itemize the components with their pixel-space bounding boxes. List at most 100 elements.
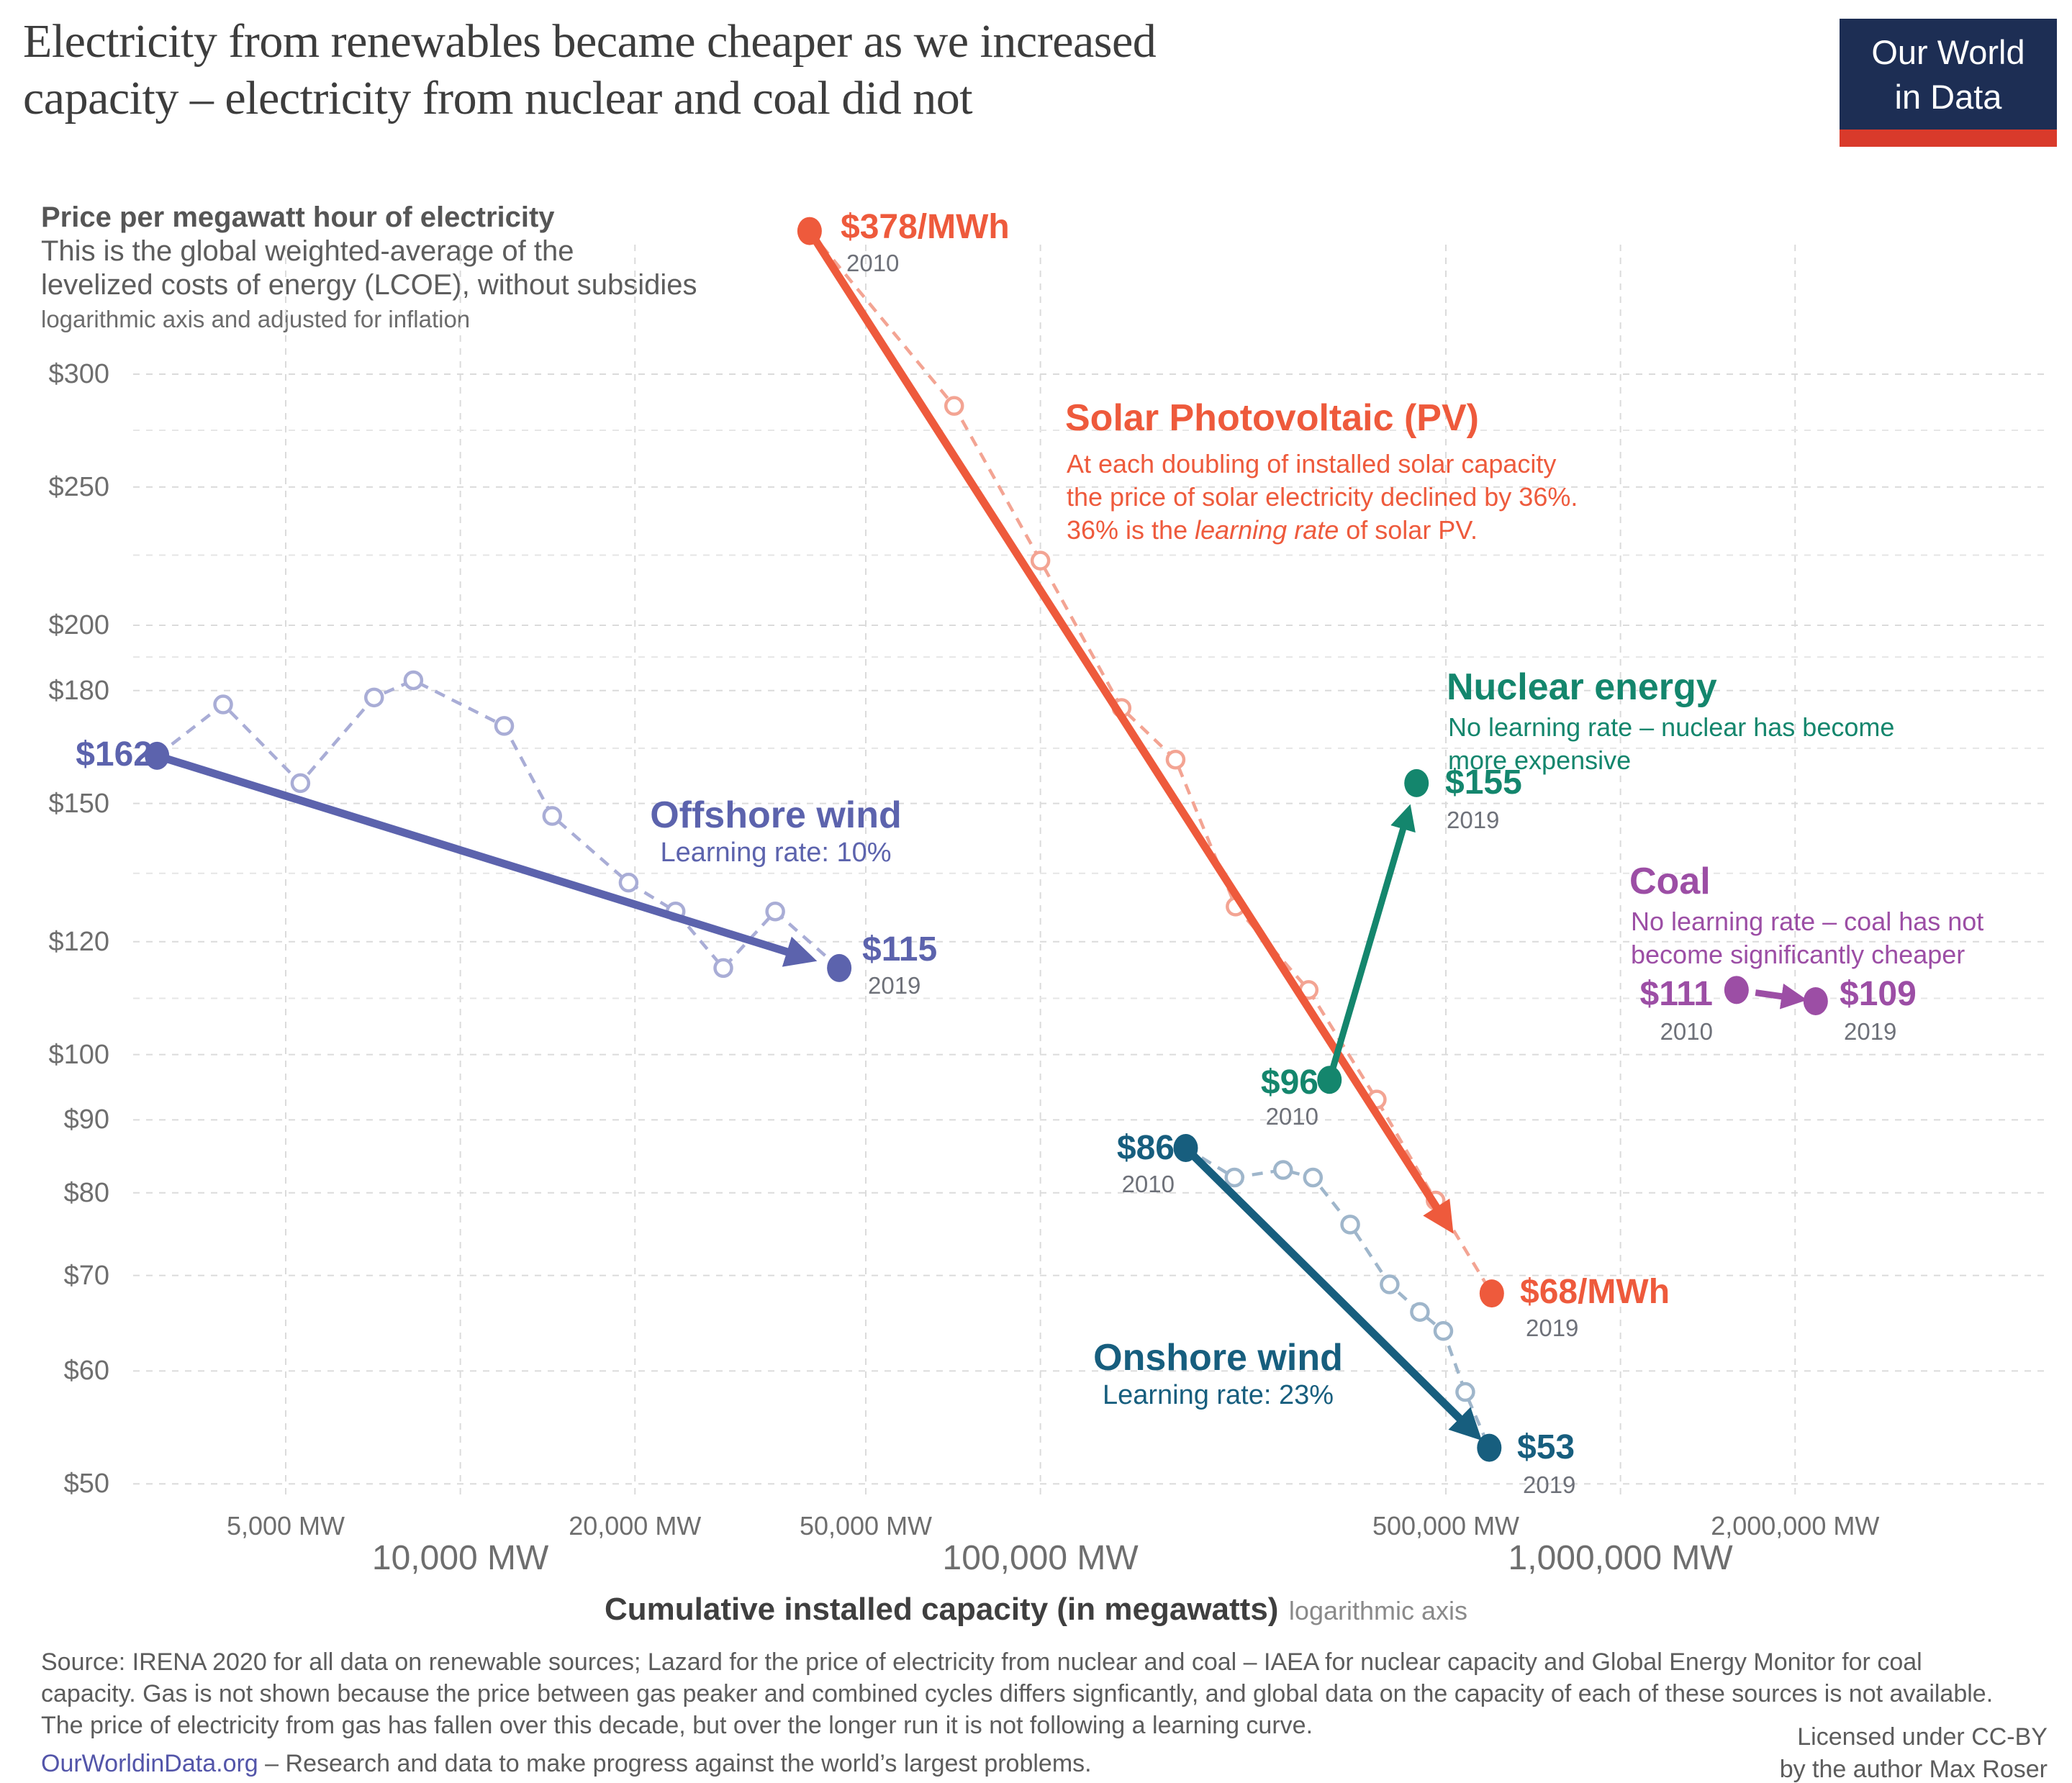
onshore-trend-arrow bbox=[1182, 1145, 1483, 1441]
nuclear-annotation-line2: more expensive bbox=[1448, 745, 1632, 775]
owid-logo-line2: in Data bbox=[1894, 78, 2002, 116]
onshore-data-point bbox=[1273, 1160, 1293, 1180]
onshore-start-price-label: $86 bbox=[1116, 1129, 1175, 1167]
footer-tagline: OurWorldinData.org – Research and data t… bbox=[41, 1750, 1624, 1778]
offshore-dashed-line bbox=[155, 679, 841, 971]
offshore-data-point bbox=[494, 716, 515, 736]
solar-annotation: At each doubling of installed solar capa… bbox=[1067, 448, 1578, 547]
coal-start-dot bbox=[1724, 976, 1749, 1004]
solar-end-price-label: $68/MWh bbox=[1520, 1273, 1670, 1311]
offshore-start-dot bbox=[145, 741, 170, 770]
x-axis-title-note: logarithmic axis bbox=[1288, 1596, 1468, 1625]
nuclear-heading: Nuclear energy bbox=[1447, 666, 1717, 708]
series-solar bbox=[797, 217, 1504, 1308]
coal-trend-arrow bbox=[1755, 983, 1808, 1010]
x-axis-title: Cumulative installed capacity (in megawa… bbox=[0, 1592, 2072, 1628]
onshore-label-block: Onshore wind Learning rate: 23% bbox=[1076, 1337, 1360, 1412]
nuclear-start-year: 2010 bbox=[1265, 1103, 1318, 1130]
offshore-data-point bbox=[765, 901, 785, 922]
coal-end-year: 2019 bbox=[1844, 1018, 1897, 1045]
y-axis-description-bold: Price per megawatt hour of electricity bbox=[41, 201, 555, 233]
solar-start-dot bbox=[797, 217, 822, 245]
y-tick-300: $300 bbox=[48, 359, 109, 389]
onshore-dashed-line bbox=[1185, 1146, 1491, 1448]
onshore-end-year: 2019 bbox=[1523, 1471, 1576, 1498]
x-tick-20000: 20,000 MW bbox=[569, 1511, 702, 1541]
coal-end-price-label: $109 bbox=[1840, 975, 1917, 1013]
solar-data-point bbox=[944, 396, 964, 416]
series-coal bbox=[1724, 976, 1828, 1015]
offshore-start-price-label: $162 bbox=[76, 735, 153, 773]
nuclear-start-dot bbox=[1317, 1066, 1342, 1094]
onshore-data-point bbox=[1433, 1321, 1454, 1341]
onshore-start-dot bbox=[1173, 1133, 1198, 1162]
series-nuclear bbox=[1317, 768, 1429, 1094]
nuclear-trend-arrow bbox=[1326, 804, 1416, 1081]
x-tick-5000: 5,000 MW bbox=[226, 1511, 345, 1541]
onshore-heading: Onshore wind bbox=[1093, 1337, 1343, 1379]
series-onshore bbox=[1173, 1133, 1502, 1462]
y-tick-100: $100 bbox=[48, 1039, 109, 1070]
solar-end-dot bbox=[1479, 1279, 1504, 1308]
nuclear-end-year: 2019 bbox=[1447, 807, 1500, 833]
license-note: Licensed under CC-BY by the author Max R… bbox=[1780, 1721, 2048, 1783]
solar-data-point bbox=[1030, 550, 1051, 571]
onshore-data-point bbox=[1380, 1274, 1400, 1294]
onshore-data-point bbox=[1455, 1382, 1475, 1402]
onshore-data-point bbox=[1410, 1302, 1430, 1322]
offshore-end-dot bbox=[827, 953, 852, 982]
y-tick-150: $150 bbox=[48, 788, 109, 819]
series-offshore bbox=[145, 670, 852, 982]
solar-trend-arrow bbox=[806, 229, 1454, 1234]
x-tick-10000: 10,000 MW bbox=[371, 1539, 549, 1577]
coal-annotation: No learning rate – coal has not become s… bbox=[1631, 905, 1983, 971]
solar-data-point bbox=[1165, 749, 1186, 770]
offshore-learning-rate: Learning rate: 10% bbox=[660, 838, 892, 868]
nuclear-annotation: No learning rate – nuclear has become mo… bbox=[1448, 711, 1894, 777]
y-tick-60: $60 bbox=[63, 1356, 109, 1387]
offshore-label-block: Offshore wind Learning rate: 10% bbox=[639, 794, 913, 869]
source-note: Source: IRENA 2020 for all data on renew… bbox=[41, 1648, 1994, 1739]
nuclear-end-dot bbox=[1404, 768, 1429, 797]
nuclear-end-price-label: $155 bbox=[1445, 763, 1522, 802]
offshore-data-point bbox=[618, 872, 639, 893]
onshore-data-point bbox=[1224, 1167, 1244, 1188]
offshore-end-price-label: $115 bbox=[862, 930, 938, 968]
offshore-data-point bbox=[713, 958, 733, 979]
owid-logo-text: Our World in Data bbox=[1840, 30, 2057, 119]
license-line2: by the author Max Roser bbox=[1779, 1756, 2048, 1783]
subtitle-note: logarithmic axis and adjusted for inflat… bbox=[41, 306, 471, 332]
y-tick-120: $120 bbox=[48, 926, 109, 957]
solar-annotation-line2: the price of solar electricity declined … bbox=[1067, 482, 1578, 512]
subtitle-line3: levelized costs of energy (LCOE), withou… bbox=[41, 269, 697, 301]
onshore-end-price-label: $53 bbox=[1517, 1428, 1575, 1466]
onshore-data-point bbox=[1340, 1215, 1360, 1235]
title-line-1: Electricity from renewables became cheap… bbox=[23, 15, 1157, 68]
offshore-heading: Offshore wind bbox=[650, 794, 902, 836]
onshore-end-dot bbox=[1477, 1433, 1502, 1462]
solar-start-year: 2010 bbox=[846, 250, 900, 276]
offshore-data-point bbox=[403, 670, 424, 691]
owid-link[interactable]: OurWorldinData.org bbox=[41, 1750, 258, 1777]
chart-subtitle: Price per megawatt hour of electricity T… bbox=[41, 200, 833, 334]
learning-rate-italic: learning rate bbox=[1195, 515, 1339, 545]
coal-annotation-line2: become significantly cheaper bbox=[1631, 940, 1965, 969]
x-tick-1000000: 1,000,000 MW bbox=[1508, 1539, 1733, 1577]
offshore-data-point bbox=[363, 687, 384, 708]
onshore-data-point bbox=[1303, 1167, 1324, 1188]
x-tick-2000000: 2,000,000 MW bbox=[1711, 1511, 1880, 1541]
nuclear-start-price-label: $96 bbox=[1260, 1063, 1318, 1102]
solar-annotation-line1: At each doubling of installed solar capa… bbox=[1067, 449, 1557, 478]
coal-start-year: 2010 bbox=[1660, 1018, 1713, 1045]
y-tick-250: $250 bbox=[48, 471, 109, 502]
x-tick-100000: 100,000 MW bbox=[942, 1539, 1139, 1577]
owid-logo-line1: Our World bbox=[1871, 33, 2025, 71]
license-line1: Licensed under CC-BY bbox=[1797, 1723, 2048, 1751]
offshore-data-point bbox=[213, 694, 233, 714]
owid-logo: Our World in Data bbox=[1840, 19, 2057, 147]
coal-start-price-label: $111 bbox=[1639, 975, 1713, 1013]
page-title: Electricity from renewables became cheap… bbox=[23, 13, 1822, 127]
y-tick-80: $80 bbox=[63, 1177, 109, 1208]
solar-end-year: 2019 bbox=[1526, 1315, 1579, 1341]
